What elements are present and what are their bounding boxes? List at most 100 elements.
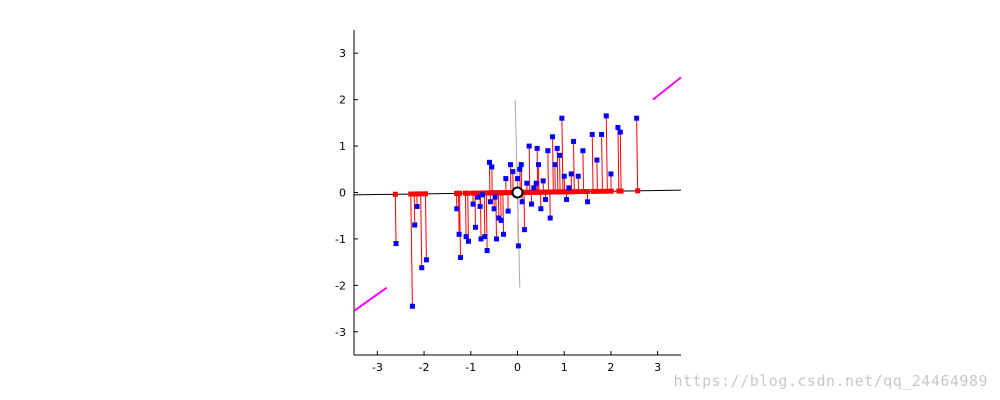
- data-point: [594, 157, 600, 163]
- data-point: [505, 208, 511, 214]
- data-point: [561, 173, 567, 179]
- data-point: [486, 159, 492, 165]
- data-point: [533, 180, 539, 186]
- data-point: [503, 176, 509, 182]
- projected-point: [568, 189, 574, 195]
- data-point: [564, 196, 570, 202]
- data-point: [412, 222, 418, 228]
- projected-point: [590, 188, 596, 194]
- projected-point: [538, 189, 544, 195]
- projected-point: [618, 188, 624, 194]
- data-point: [608, 171, 614, 177]
- projected-point: [483, 190, 489, 196]
- projection-line: [502, 192, 504, 235]
- projected-point: [547, 189, 553, 195]
- projection-line: [619, 132, 622, 192]
- data-point: [463, 234, 469, 240]
- projection-line: [424, 193, 427, 260]
- data-point: [465, 238, 471, 244]
- data-point: [518, 162, 524, 168]
- projection-line: [410, 194, 413, 307]
- data-point: [540, 178, 546, 184]
- data-point: [599, 131, 605, 137]
- projected-point: [411, 191, 417, 197]
- y-tick-label: 3: [339, 47, 346, 60]
- projection-line: [483, 192, 486, 237]
- y-tick-label: -2: [335, 279, 346, 292]
- data-point: [557, 152, 563, 158]
- data-point: [423, 257, 429, 263]
- projection-line: [394, 194, 397, 244]
- data-point: [477, 203, 483, 209]
- y-tick-label: 2: [339, 94, 346, 107]
- projected-point: [557, 189, 563, 195]
- projection-line: [582, 150, 584, 192]
- y-tick-label: -3: [335, 326, 346, 339]
- data-point: [393, 241, 399, 247]
- axis-ticks: -3 -2 -1 0 1 2 3 -3 -2 -1 0 1 2 3: [335, 47, 661, 374]
- data-point: [585, 199, 591, 205]
- y-tick-label: -1: [335, 233, 346, 246]
- projection-line: [559, 155, 561, 192]
- data-point: [571, 138, 577, 144]
- data-point: [456, 231, 462, 237]
- projected-point: [500, 190, 506, 196]
- data-point: [510, 169, 516, 175]
- projection-line: [561, 118, 564, 192]
- projection-line: [591, 134, 594, 192]
- data-point: [487, 199, 493, 205]
- x-tick-label: 3: [654, 361, 661, 374]
- data-point: [524, 180, 530, 186]
- data-point: [454, 206, 460, 212]
- data-point: [615, 125, 621, 130]
- projection-line: [601, 134, 603, 192]
- y-tick-label: 0: [339, 187, 346, 200]
- projected-point: [594, 188, 600, 194]
- x-tick-label: -2: [419, 361, 430, 374]
- data-points: [393, 113, 640, 309]
- data-point: [552, 162, 558, 168]
- projected-point: [524, 189, 530, 195]
- data-point: [522, 227, 528, 233]
- data-point: [545, 148, 551, 154]
- data-point: [498, 217, 504, 223]
- projected-point: [521, 189, 527, 195]
- projection-line: [636, 118, 639, 191]
- data-point: [568, 171, 574, 177]
- data-point: [489, 164, 495, 170]
- data-point: [484, 248, 490, 254]
- projection-line: [420, 193, 423, 268]
- projected-point: [552, 189, 558, 195]
- projected-point: [580, 189, 586, 195]
- x-tick-label: 2: [607, 361, 614, 374]
- data-point: [559, 115, 565, 121]
- x-tick-label: -3: [372, 361, 383, 374]
- data-point: [580, 148, 586, 154]
- data-point: [589, 131, 595, 137]
- projected-point: [408, 191, 414, 197]
- projected-point: [465, 190, 471, 196]
- data-point: [617, 129, 623, 135]
- watermark-url: https://blog.csdn.net/qq_24464989: [673, 372, 988, 390]
- data-point: [409, 303, 415, 309]
- data-point: [543, 196, 549, 202]
- data-point: [575, 173, 581, 179]
- projection-line: [495, 192, 497, 239]
- data-point: [550, 134, 556, 140]
- data-point: [458, 255, 464, 260]
- projection-line: [617, 127, 620, 192]
- magenta-segment: [652, 76, 682, 101]
- projection-line: [459, 193, 462, 258]
- x-tick-label: 0: [514, 361, 521, 374]
- data-point: [517, 166, 523, 172]
- data-point: [603, 113, 609, 119]
- origin-marker: [511, 186, 524, 199]
- projected-point: [563, 189, 569, 195]
- projected-point: [418, 191, 424, 197]
- projected-point: [635, 188, 641, 194]
- projected-point: [599, 188, 605, 194]
- data-point: [482, 234, 488, 240]
- projected-point: [604, 188, 610, 194]
- projected-point: [493, 190, 499, 196]
- projection-line: [485, 192, 488, 251]
